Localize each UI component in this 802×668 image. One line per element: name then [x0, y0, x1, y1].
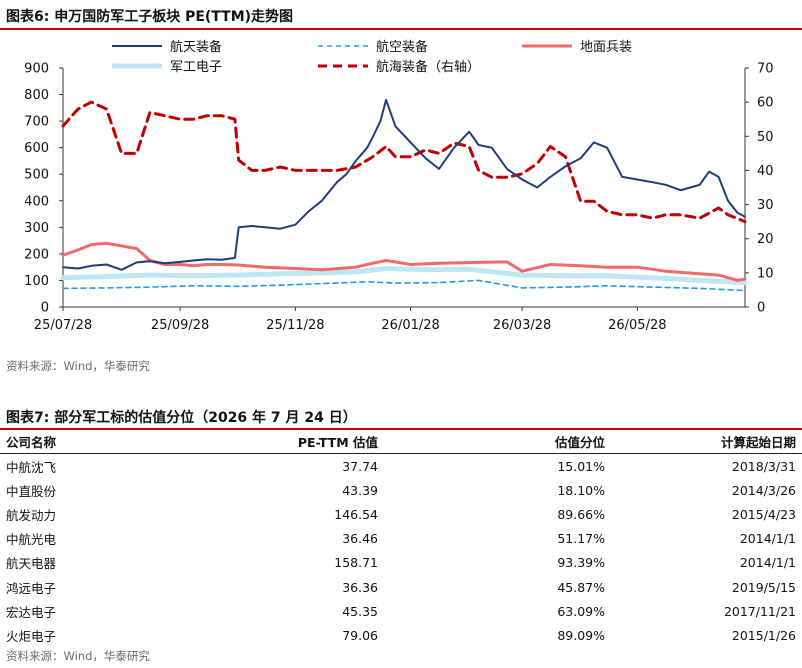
- y-right-tick-label: 20: [757, 232, 774, 247]
- percentile-value: 18.10%: [557, 482, 605, 498]
- legend-label: 航空装备: [376, 39, 428, 55]
- header-percentile: 估值分位: [384, 429, 611, 454]
- percentile-value: 45.87%: [557, 579, 605, 595]
- start-date: 2017/11/21: [723, 603, 796, 619]
- start-date: 2015/1/26: [731, 627, 796, 643]
- start-date: 2014/1/1: [739, 531, 796, 547]
- valuation-table: 公司名称 PE-TTM 估值 估值分位 计算起始日期 中航沈飞 37.74 15.0…: [0, 429, 802, 648]
- company-name: 鸿远电子: [6, 580, 57, 596]
- table-row: 中航光电 36.46 51.17% 2014/1/1: [0, 527, 802, 551]
- company-name: 宏达电子: [6, 604, 57, 620]
- header-pe: PE-TTM 估值: [172, 429, 384, 454]
- series-line-1: [62, 279, 746, 292]
- header-start-date: 计算起始日期: [611, 429, 802, 454]
- table-row: 宏达电子 45.35 63.09% 2017/11/21: [0, 599, 802, 623]
- company-name: 火炬电子: [6, 628, 57, 644]
- table-row: 火炬电子 79.06 89.09% 2015/1/26: [0, 623, 802, 647]
- table7-title: 图表7: 部分军工标的估值分位（2026 年 7 月 24 日）: [6, 410, 357, 426]
- company-name: 航天电器: [6, 556, 57, 572]
- table-row: 鸿远电子 36.36 45.87% 2019/5/15: [0, 575, 802, 599]
- y-left-tick-label: 100: [24, 274, 49, 289]
- x-tick-label: 26/01/28: [381, 318, 439, 333]
- header-company: 公司名称: [0, 429, 172, 454]
- table-row: 航发动力 146.54 89.66% 2015/4/23: [0, 502, 802, 526]
- start-date: 2015/4/23: [731, 506, 796, 522]
- pe-chart-svg: 0 100 200 300 400 500 600 700 800 900 0 10 20 30 40 50 6…: [24, 39, 774, 333]
- pe-value: 43.39: [342, 482, 378, 498]
- x-tick-label: 25/11/28: [266, 318, 324, 333]
- y-right-tick-label: 10: [757, 266, 774, 281]
- y-left-tick-label: 200: [24, 247, 49, 262]
- y-right-tick-label: 60: [757, 96, 774, 111]
- company-name: 中航沈飞: [6, 459, 57, 475]
- legend-label: 地面兵装: [580, 40, 632, 55]
- percentile-value: 93.39%: [557, 555, 605, 571]
- series-line-0: [62, 98, 746, 271]
- pe-value: 37.74: [342, 458, 378, 474]
- percentile-value: 15.01%: [557, 458, 605, 474]
- figure6-rule: [0, 28, 802, 30]
- x-tick-label: 25/07/28: [34, 318, 92, 333]
- y-left-tick-label: 400: [24, 194, 49, 209]
- legend-label: 航天装备: [170, 39, 222, 55]
- company-name: 中直股份: [6, 483, 57, 499]
- table-row: 中直股份 43.39 18.10% 2014/3/26: [0, 478, 802, 502]
- pe-value: 36.36: [342, 579, 378, 595]
- table-row: 中航沈飞 37.74 15.01% 2018/3/31: [0, 454, 802, 479]
- series-line-3: [60, 266, 748, 286]
- series-line-4: [61, 100, 747, 224]
- y-right-tick-label: 0: [757, 301, 765, 316]
- y-left-tick-label: 800: [24, 88, 49, 103]
- start-date: 2014/1/1: [739, 555, 796, 571]
- pe-value: 146.54: [334, 506, 378, 522]
- y-right-tick-label: 50: [757, 130, 774, 145]
- y-left-tick-label: 0: [41, 301, 49, 316]
- percentile-value: 89.09%: [557, 627, 605, 643]
- company-name: 中航光电: [6, 532, 57, 548]
- start-date: 2018/3/31: [731, 458, 796, 474]
- figure6-title: 图表6: 申万国防军工子板块 PE(TTM)走势图: [6, 9, 294, 25]
- pe-chart: 0 100 200 300 400 500 600 700 800 900 0 10 20 30 40 50 6…: [0, 30, 802, 340]
- y-right-tick-label: 40: [757, 164, 774, 179]
- company-name: 航发动力: [6, 507, 57, 523]
- start-date: 2014/3/26: [731, 482, 796, 498]
- pe-value: 36.46: [342, 531, 378, 547]
- x-tick-label: 26/05/28: [608, 318, 666, 333]
- y-left-tick-label: 300: [24, 221, 49, 236]
- table7-source: 资料来源：Wind，华泰研究: [6, 649, 150, 663]
- pe-value: 45.35: [342, 603, 378, 619]
- percentile-value: 63.09%: [557, 603, 605, 619]
- y-left-tick-label: 600: [24, 141, 49, 156]
- y-left-tick-label: 500: [24, 168, 49, 183]
- table-row: 航天电器 158.71 93.39% 2014/1/1: [0, 551, 802, 575]
- y-left-tick-label: 700: [24, 115, 49, 130]
- y-right-tick-label: 30: [757, 198, 774, 213]
- pe-value: 79.06: [342, 627, 378, 643]
- figure6-source: 资料来源：Wind，华泰研究: [6, 359, 150, 373]
- x-tick-label: 25/09/28: [151, 318, 209, 333]
- percentile-value: 89.66%: [557, 506, 605, 522]
- start-date: 2019/5/15: [731, 579, 796, 595]
- series-line-2: [61, 241, 747, 282]
- y-left-tick-label: 900: [24, 62, 49, 77]
- percentile-value: 51.17%: [557, 531, 605, 547]
- y-right-tick-label: 70: [757, 62, 774, 77]
- legend-label: 军工电子: [170, 60, 222, 75]
- pe-value: 158.71: [334, 555, 378, 571]
- table-header-row: 公司名称 PE-TTM 估值 估值分位 计算起始日期: [0, 429, 802, 454]
- x-tick-label: 26/03/28: [493, 318, 551, 333]
- legend-label: 航海装备（右轴）: [376, 59, 480, 75]
